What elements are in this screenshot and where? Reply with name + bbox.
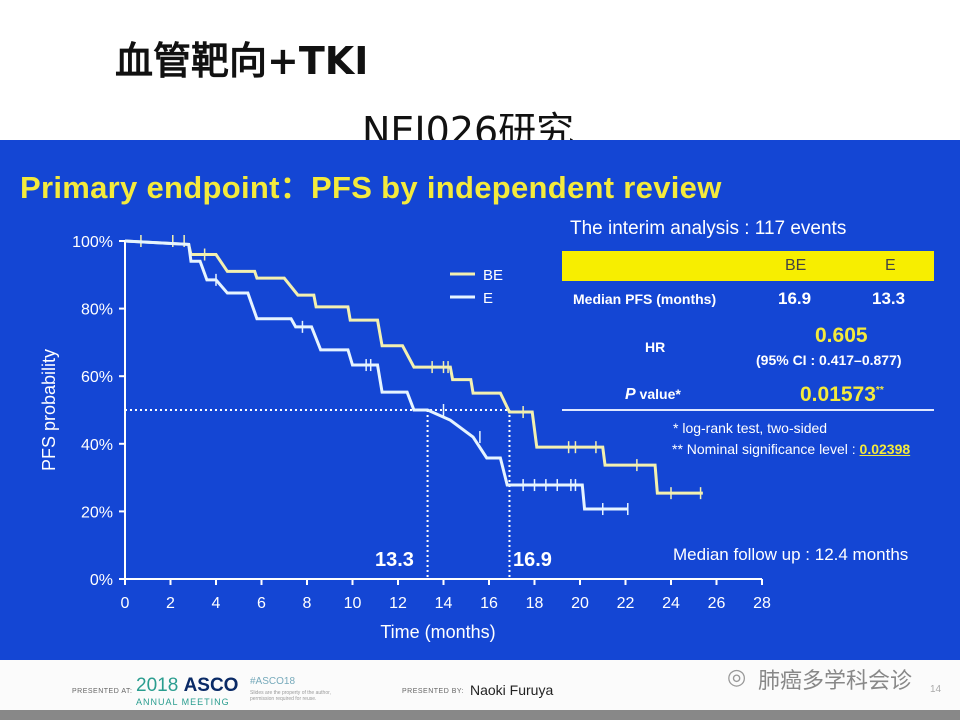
col-be: BE xyxy=(785,257,807,274)
x-tick-label: 0 xyxy=(121,595,130,612)
y-axis-label: PFS probability xyxy=(39,349,59,471)
y-tick-label: 100% xyxy=(72,234,113,251)
y-tick-label: 40% xyxy=(81,437,113,454)
y-tick-label: 80% xyxy=(81,302,113,319)
chat-icon: ◎ xyxy=(727,664,747,689)
x-tick-label: 10 xyxy=(344,595,362,612)
km-curve-e xyxy=(124,239,628,511)
legend-e: E xyxy=(483,290,493,307)
hr-ci: (95% CI : 0.417–0.877) xyxy=(756,352,902,368)
footer xyxy=(0,660,960,710)
median-e: 13.3 xyxy=(872,289,906,308)
asco-logo: 2018 ASCO xyxy=(136,675,239,696)
median-followup: Median follow up : 12.4 months xyxy=(673,545,909,564)
median-label-be: 16.9 xyxy=(513,549,552,571)
permission-note: Slides are the property of the author, p… xyxy=(250,690,331,702)
x-tick-label: 26 xyxy=(708,595,726,612)
median-pfs-label: Median PFS (months) xyxy=(573,291,717,307)
x-tick-label: 18 xyxy=(526,595,544,612)
x-tick-label: 22 xyxy=(617,595,635,612)
page-title-cn: 血管靶向+TKI xyxy=(115,39,369,83)
slide-title: Primary endpoint：PFS by independent revi… xyxy=(20,170,722,205)
p-value-label: P value* xyxy=(625,386,681,403)
watermark: 肺癌多学科会诊 xyxy=(758,669,913,694)
slide-background xyxy=(0,140,960,660)
hr-value: 0.605 xyxy=(815,324,868,347)
x-tick-label: 2 xyxy=(166,595,175,612)
legend-be: BE xyxy=(483,267,503,284)
x-tick-label: 6 xyxy=(257,595,266,612)
presented-at: PRESENTED AT: xyxy=(72,688,133,695)
x-tick-label: 16 xyxy=(480,595,498,612)
p-value: 0.01573** xyxy=(800,383,884,406)
hashtag: #ASCO18 xyxy=(250,676,296,687)
km-curve-be xyxy=(124,239,703,495)
footnote-logrank: * log-rank test, two-sided xyxy=(673,420,828,436)
x-tick-label: 28 xyxy=(753,595,771,612)
presenter: Naoki Furuya xyxy=(470,682,554,698)
median-be: 16.9 xyxy=(778,289,812,308)
presented-by: PRESENTED BY: xyxy=(402,688,465,695)
x-tick-label: 8 xyxy=(303,595,312,612)
hr-label: HR xyxy=(645,339,666,355)
x-tick-label: 12 xyxy=(389,595,407,612)
table-divider xyxy=(562,409,934,411)
y-tick-label: 20% xyxy=(81,504,113,521)
footnote-significance: ** Nominal significance level : 0.02398 xyxy=(672,441,911,457)
y-tick-label: 0% xyxy=(90,572,113,589)
x-tick-label: 4 xyxy=(212,595,221,612)
asco-sub: ANNUAL MEETING xyxy=(136,697,230,707)
y-tick-label: 60% xyxy=(81,369,113,386)
x-tick-label: 24 xyxy=(662,595,680,612)
x-axis-label: Time (months) xyxy=(380,622,495,642)
x-tick-label: 20 xyxy=(571,595,589,612)
col-e: E xyxy=(885,257,896,274)
x-tick-label: 14 xyxy=(435,595,453,612)
bottom-edge xyxy=(0,710,960,720)
interim-analysis: The interim analysis : 117 events xyxy=(570,218,847,239)
page-number: 14 xyxy=(930,684,942,695)
table-header-bar xyxy=(562,251,934,281)
median-label-e: 13.3 xyxy=(375,549,414,571)
